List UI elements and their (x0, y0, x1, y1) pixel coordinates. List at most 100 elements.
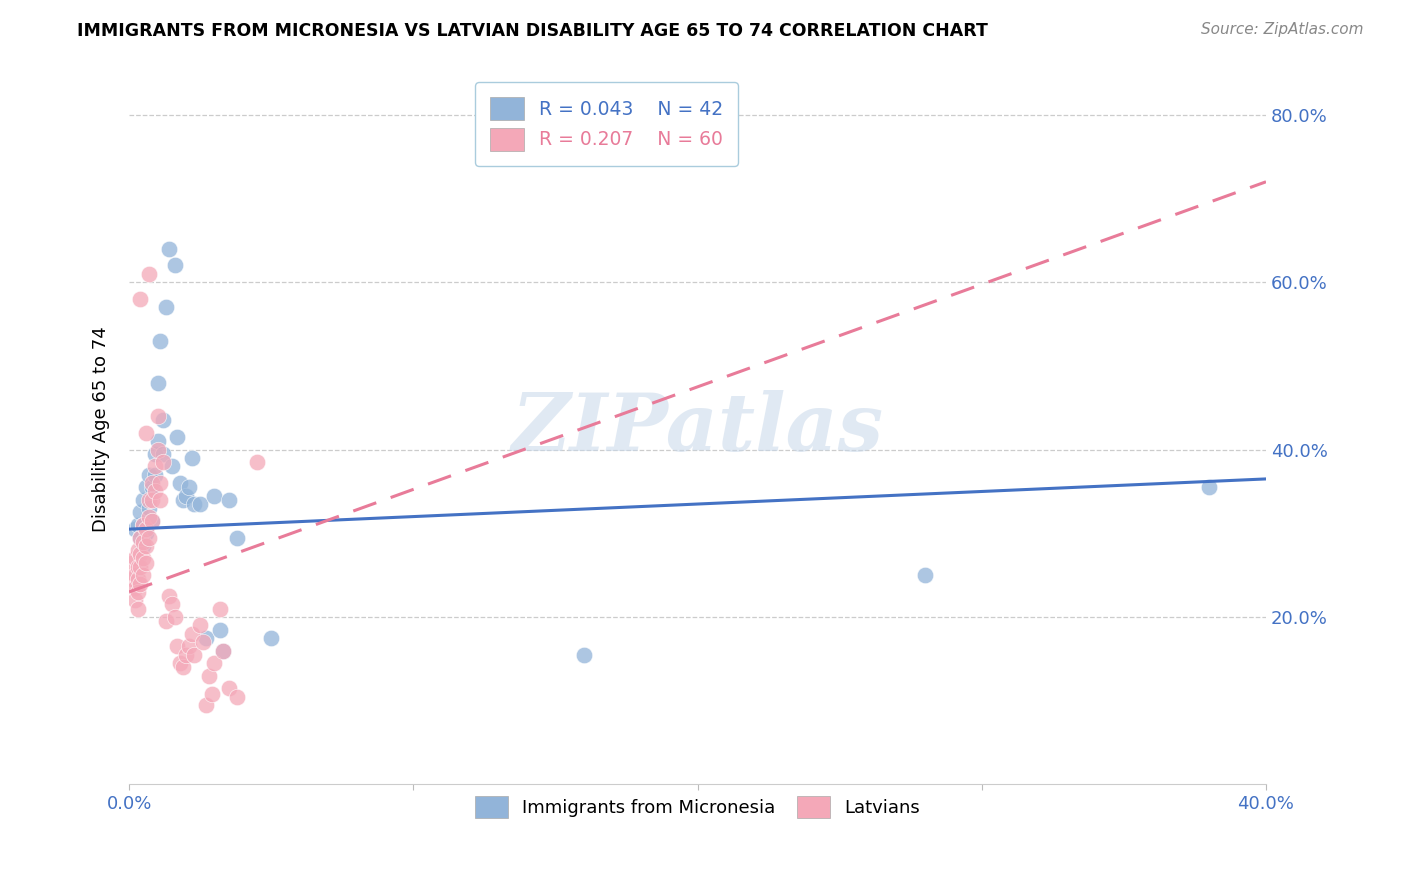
Point (174, 489, 197, 503)
Point (135, 522, 157, 536)
Point (129, 292, 152, 306)
Point (194, 631, 217, 645)
Point (146, 442, 169, 457)
Point (124, 522, 146, 536)
Point (141, 476, 163, 491)
Point (183, 497, 205, 511)
Point (212, 643, 235, 657)
Point (129, 559, 152, 574)
Point (155, 301, 177, 315)
Point (169, 476, 191, 491)
Point (160, 598, 183, 612)
Point (132, 534, 155, 549)
Point (141, 480, 163, 494)
Point (124, 568, 146, 582)
Point (138, 509, 160, 524)
Point (163, 610, 186, 624)
Point (914, 568, 936, 582)
Point (177, 640, 200, 654)
Point (202, 656, 225, 670)
Point (129, 547, 152, 561)
Point (1198, 480, 1220, 494)
Point (172, 492, 194, 507)
Point (135, 480, 157, 494)
Point (160, 459, 183, 474)
Point (152, 455, 174, 469)
Point (138, 267, 160, 281)
Point (138, 531, 160, 545)
Point (572, 648, 595, 662)
Text: IMMIGRANTS FROM MICRONESIA VS LATVIAN DISABILITY AGE 65 TO 74 CORRELATION CHART: IMMIGRANTS FROM MICRONESIA VS LATVIAN DI… (77, 22, 988, 40)
Text: ZIPatlas: ZIPatlas (512, 390, 883, 467)
Point (124, 593, 146, 607)
Point (180, 450, 202, 465)
Point (166, 640, 188, 654)
Point (127, 601, 149, 615)
Point (138, 492, 160, 507)
Point (177, 480, 200, 494)
Point (212, 643, 235, 657)
Point (143, 484, 166, 499)
Point (202, 489, 225, 503)
Point (132, 492, 155, 507)
Point (166, 430, 188, 444)
Point (127, 543, 149, 558)
Point (124, 581, 146, 595)
Point (149, 476, 172, 491)
Point (129, 531, 152, 545)
Point (138, 501, 160, 516)
Point (172, 660, 194, 674)
Point (127, 573, 149, 587)
Point (183, 648, 205, 662)
Point (194, 698, 217, 712)
Point (124, 551, 146, 566)
Point (157, 242, 180, 256)
Point (132, 568, 155, 582)
Point (155, 614, 177, 628)
Point (141, 514, 163, 528)
Point (132, 518, 155, 533)
Point (200, 687, 222, 701)
Point (146, 434, 169, 449)
Point (129, 531, 152, 545)
Point (246, 455, 269, 469)
Point (208, 601, 231, 615)
Point (169, 656, 191, 670)
Point (121, 556, 143, 570)
Point (146, 409, 169, 424)
Point (135, 556, 157, 570)
Point (146, 376, 169, 390)
Point (135, 425, 157, 440)
Point (208, 623, 231, 637)
Point (129, 505, 152, 519)
Point (163, 259, 186, 273)
Point (138, 467, 160, 482)
Point (197, 668, 219, 682)
Point (132, 539, 155, 553)
Point (188, 618, 211, 632)
Point (135, 539, 157, 553)
Point (191, 635, 214, 649)
Point (218, 492, 240, 507)
Point (121, 573, 143, 587)
Point (157, 589, 180, 603)
Point (226, 531, 249, 545)
Text: Source: ZipAtlas.com: Source: ZipAtlas.com (1201, 22, 1364, 37)
Point (149, 334, 172, 348)
Point (135, 526, 157, 541)
Point (127, 559, 149, 574)
Point (149, 492, 172, 507)
Point (127, 518, 149, 533)
Point (152, 447, 174, 461)
Point (127, 585, 149, 599)
Point (132, 518, 155, 533)
Point (141, 514, 163, 528)
Point (143, 459, 166, 474)
Point (129, 576, 152, 591)
Point (174, 648, 197, 662)
Point (132, 551, 155, 566)
Point (188, 497, 211, 511)
Point (143, 467, 166, 482)
Point (152, 413, 174, 427)
Point (141, 492, 163, 507)
